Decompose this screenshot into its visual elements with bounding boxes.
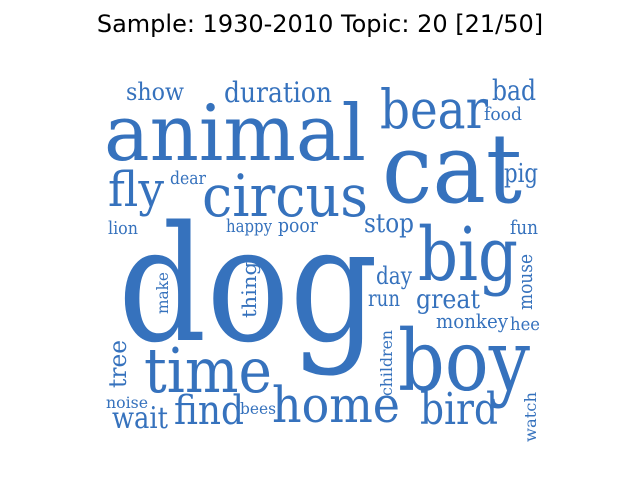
word-bad: bad bbox=[492, 74, 536, 107]
word-great: great bbox=[416, 285, 480, 315]
word-dear: dear bbox=[170, 168, 206, 189]
word-find: find bbox=[174, 388, 244, 434]
word-circus: circus bbox=[202, 162, 368, 230]
word-pig: pig bbox=[504, 159, 538, 189]
word-fun: fun bbox=[510, 215, 538, 239]
word-watch: watch bbox=[521, 392, 540, 442]
word-duration: duration bbox=[224, 76, 332, 109]
word-cat: cat bbox=[382, 113, 522, 225]
word-noise: noise bbox=[106, 393, 148, 412]
word-boy: boy bbox=[398, 312, 530, 410]
word-lion: lion bbox=[108, 218, 138, 239]
word-mouse: mouse bbox=[513, 254, 537, 310]
word-hee: hee bbox=[510, 314, 540, 335]
word-show: show bbox=[126, 78, 184, 106]
word-time: time bbox=[144, 334, 272, 407]
word-thing: thing bbox=[237, 262, 261, 318]
word-monkey: monkey bbox=[436, 309, 509, 333]
figure-title: Sample: 1930-2010 Topic: 20 [21/50] bbox=[96, 10, 544, 38]
word-make: make bbox=[153, 272, 172, 314]
word-dog: dog bbox=[118, 191, 378, 378]
word-bees: bees bbox=[240, 399, 276, 418]
word-bear: bear bbox=[380, 78, 488, 141]
word-poor: poor bbox=[278, 213, 318, 237]
word-animal: animal bbox=[104, 89, 366, 179]
word-stop: stop bbox=[364, 209, 414, 239]
word-big: big bbox=[418, 212, 518, 298]
word-children: children bbox=[377, 330, 396, 396]
word-day: day bbox=[376, 262, 412, 290]
word-run: run bbox=[368, 287, 400, 312]
word-happy: happy bbox=[226, 216, 273, 237]
word-fly: fly bbox=[108, 162, 164, 218]
word-wait: wait bbox=[112, 401, 168, 436]
word-food: food bbox=[484, 104, 522, 125]
word-tree: tree bbox=[104, 340, 132, 388]
word-bird: bird bbox=[420, 384, 498, 435]
word-home: home bbox=[272, 376, 400, 434]
